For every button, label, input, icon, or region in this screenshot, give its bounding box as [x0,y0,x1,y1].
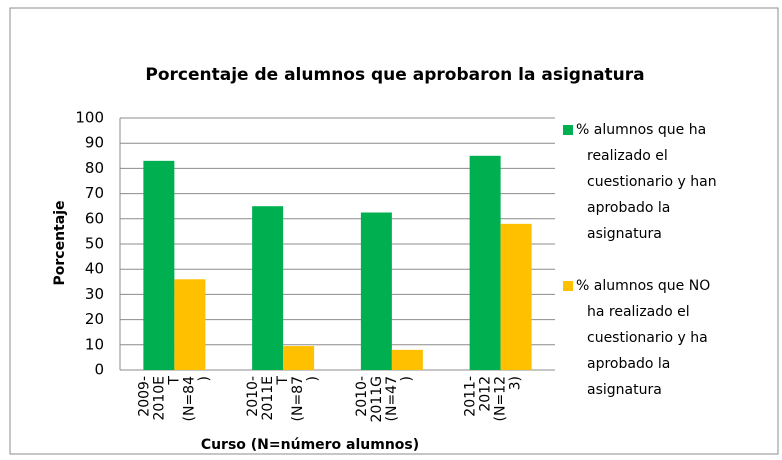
bar [500,223,532,370]
y-tick-label: 30 [85,285,104,303]
x-tick-label: 2010-2011G(N=47) [354,376,415,422]
y-tick-label: 70 [85,184,104,202]
chart-border [9,7,779,455]
y-tick-label: 60 [85,209,104,227]
y-tick-label: 10 [85,335,104,353]
x-tick-label: 2010-2011ET(N=87) [245,376,321,422]
y-tick-label: 100 [75,109,104,127]
y-tick-label: 50 [85,235,104,253]
bar [391,349,423,370]
y-tick-label: 80 [85,159,104,177]
chart-title: Porcentaje de alumnos que aprobaron la a… [145,65,644,85]
x-tick-label: 2009-2010ET(N=84) [136,376,212,422]
y-tick-label: 0 [94,361,104,379]
legend-label: % alumnos que ha realizado el cuestionario… [576,122,717,242]
legend-swatch [563,281,573,291]
x-axis-title: Curso (N=número alumnos) [201,437,419,453]
bar [174,279,206,370]
bar [360,212,392,370]
bar [469,155,501,370]
y-tick-label: 40 [85,260,104,278]
y-tick-label: 20 [85,310,104,328]
bar [252,206,284,370]
y-tick-label: 90 [85,134,104,152]
legend-label: % alumnos que NO ha realizado el cuestiona… [576,278,710,398]
bar [143,160,175,370]
bar [283,346,315,370]
y-axis-title: Porcentaje [52,201,68,286]
x-tick-label: 2011-2012(N=123) [463,376,524,421]
legend-swatch [563,125,573,135]
